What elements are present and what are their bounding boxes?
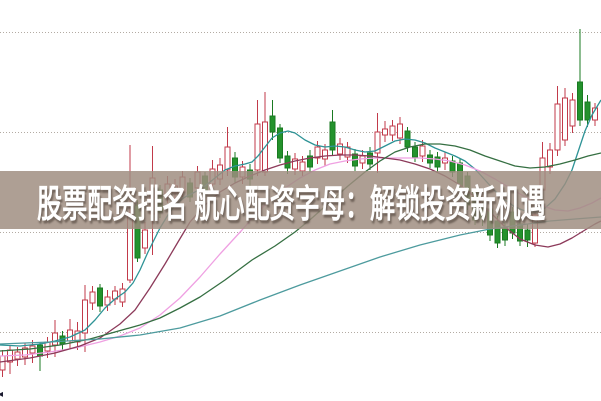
headline-banner: 股票配资排名 航心配资字母：解锁投资新机遇 — [0, 171, 601, 229]
corner-mark: ◂ — [0, 389, 4, 400]
headline-text: 股票配资排名 航心配资字母：解锁投资新机遇 — [37, 183, 546, 226]
